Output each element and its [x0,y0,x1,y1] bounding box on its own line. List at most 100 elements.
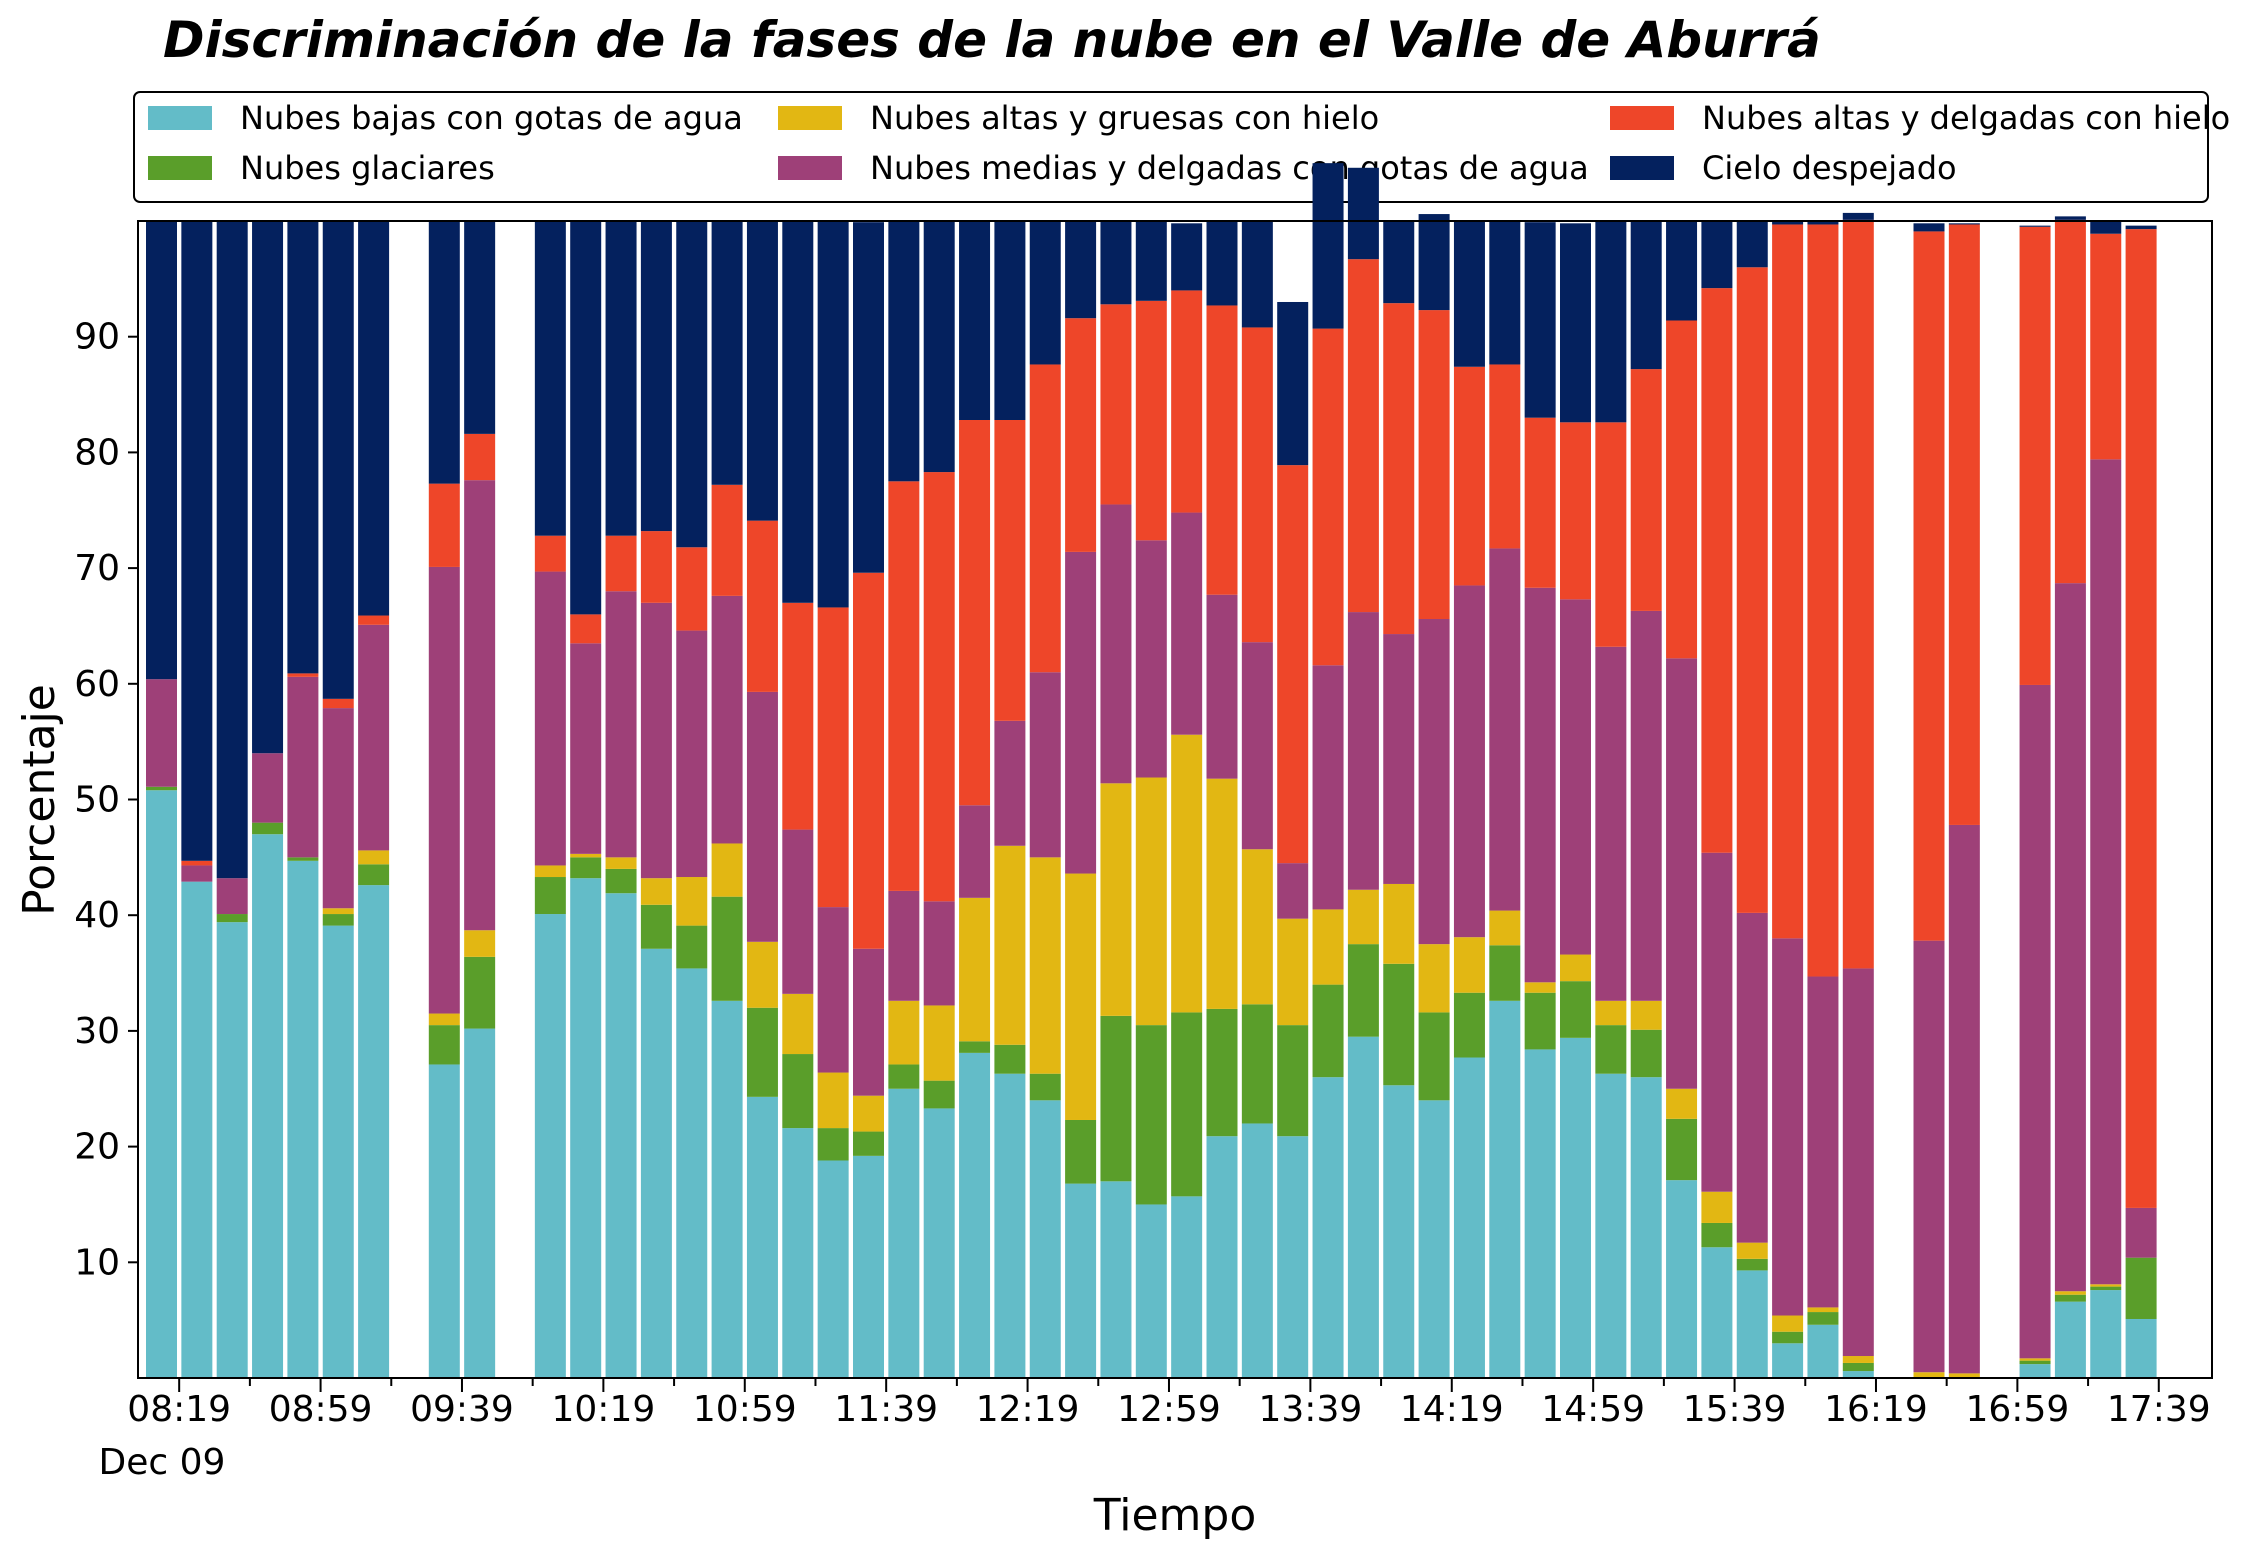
x-tick-label: 09:39 [410,1389,514,1430]
legend-swatch [148,156,212,180]
bar-segment [322,908,354,915]
bar-segment [146,679,177,787]
bar-segment [2125,1318,2157,1378]
bar-segment [252,822,284,835]
x-tick-label: 10:59 [693,1389,797,1430]
bar-segment [1489,548,1521,911]
bar-segment [782,221,814,603]
x-tick-label: 16:19 [1824,1389,1928,1430]
y-tick-label: 70 [74,548,120,589]
bar-segment [959,897,991,1042]
bar-segment [1595,1000,1627,1026]
bar-segment [1383,303,1415,635]
y-axis: 10 20 30 40 50 60 70 80 90 [74,317,138,1283]
y-tick-label: 80 [74,432,120,473]
bar-segment [358,885,390,1378]
bar-segment [1666,221,1698,321]
bar-segment [1630,221,1662,370]
bar-segment [923,1108,955,1378]
bar-segment [959,805,991,898]
bar-segment [640,878,672,905]
legend-label: Nubes glaciares [240,149,495,187]
bar-segment [1347,1036,1379,1378]
bar-segment [146,221,177,680]
bar-segment [1948,223,1980,225]
legend-swatch [1610,156,1674,180]
legend: Nubes bajas con gotas de agua Nubes glaci… [133,91,2230,203]
bar-segment [1736,267,1768,913]
bar-segment [853,1155,884,1378]
bar-segment [2090,1286,2122,1291]
x-tick-label: 12:59 [1117,1389,1221,1430]
bar-segment [358,624,390,851]
bar-segment [287,860,319,1378]
bar-segment [1100,1015,1132,1182]
bar-segment [994,1044,1026,1074]
bar-segment [1524,417,1556,588]
bar-segment [1948,824,1980,1374]
bar-segment [888,890,920,1001]
bar-segment [605,221,637,536]
bar-segment [1595,1073,1627,1378]
bar-segment [1277,863,1309,919]
bar-segment [746,221,778,521]
bar-segment [1630,369,1662,611]
bar-segment [1029,672,1061,858]
bar-segment [1241,327,1273,643]
bar-segment [181,865,213,882]
bar-segment [1666,1118,1698,1181]
bar-segment [1489,945,1521,1001]
bar-segment [181,221,213,861]
bar-segment [994,221,1026,420]
bar-segment [888,1064,920,1089]
bar-segment [1842,1356,1874,1363]
bar-segment [287,673,319,677]
bar-segment [1842,219,1874,969]
bar-segment [1560,1037,1591,1378]
bar-segment [1772,1343,1804,1378]
bar-segment [1065,318,1097,552]
y-tick-label: 10 [74,1242,120,1283]
bar-segment [1241,1123,1273,1378]
bar-segment [1135,540,1167,778]
bar-segment [746,1096,778,1378]
bar-segment [1347,167,1379,260]
bar-segment [181,881,213,1378]
bar-segment [1666,658,1698,1089]
bar-segment [1524,1049,1556,1378]
bar-segment [1135,777,1167,1026]
bar-segment [534,914,566,1378]
bar-segment [1418,1100,1450,1378]
bar-segment [1065,551,1097,874]
bar-segment [1029,221,1061,365]
bar-segment [1171,734,1203,1013]
bar-segment [1595,1025,1627,1074]
bar-segment [1524,982,1556,993]
bar-segment [2054,583,2086,1292]
bar-segment [1842,1371,1874,1378]
x-axis: 08:19 08:59 09:39 10:19 10:59 11:39 12:19 12:59… [127,1378,2211,1430]
bar-segment [2054,1291,2086,1295]
bar-segment [676,630,708,878]
bar-segment [888,1088,920,1378]
bar-segment [853,1095,884,1132]
bar-segment [534,865,566,878]
bar-segment [1595,646,1627,1001]
bar-segment [1560,223,1591,423]
bar-segment [817,1160,849,1378]
bar-segment [1701,1222,1733,1248]
bar-segment [1135,300,1167,541]
bar-segment [1489,364,1521,549]
bar-segment [1807,224,1839,977]
bar-segment [1772,221,1804,225]
bar-segment [2019,225,2051,227]
bar-segment [1277,918,1309,1026]
bar-segment [2054,1301,2086,1378]
bar-segment [2090,459,2122,1285]
bar-segment [464,956,496,1029]
bar-segment [711,843,743,897]
bar-segment [216,221,248,879]
bar-segment [1701,1191,1733,1223]
bar-segment [782,829,814,994]
bar-segment [923,221,955,473]
